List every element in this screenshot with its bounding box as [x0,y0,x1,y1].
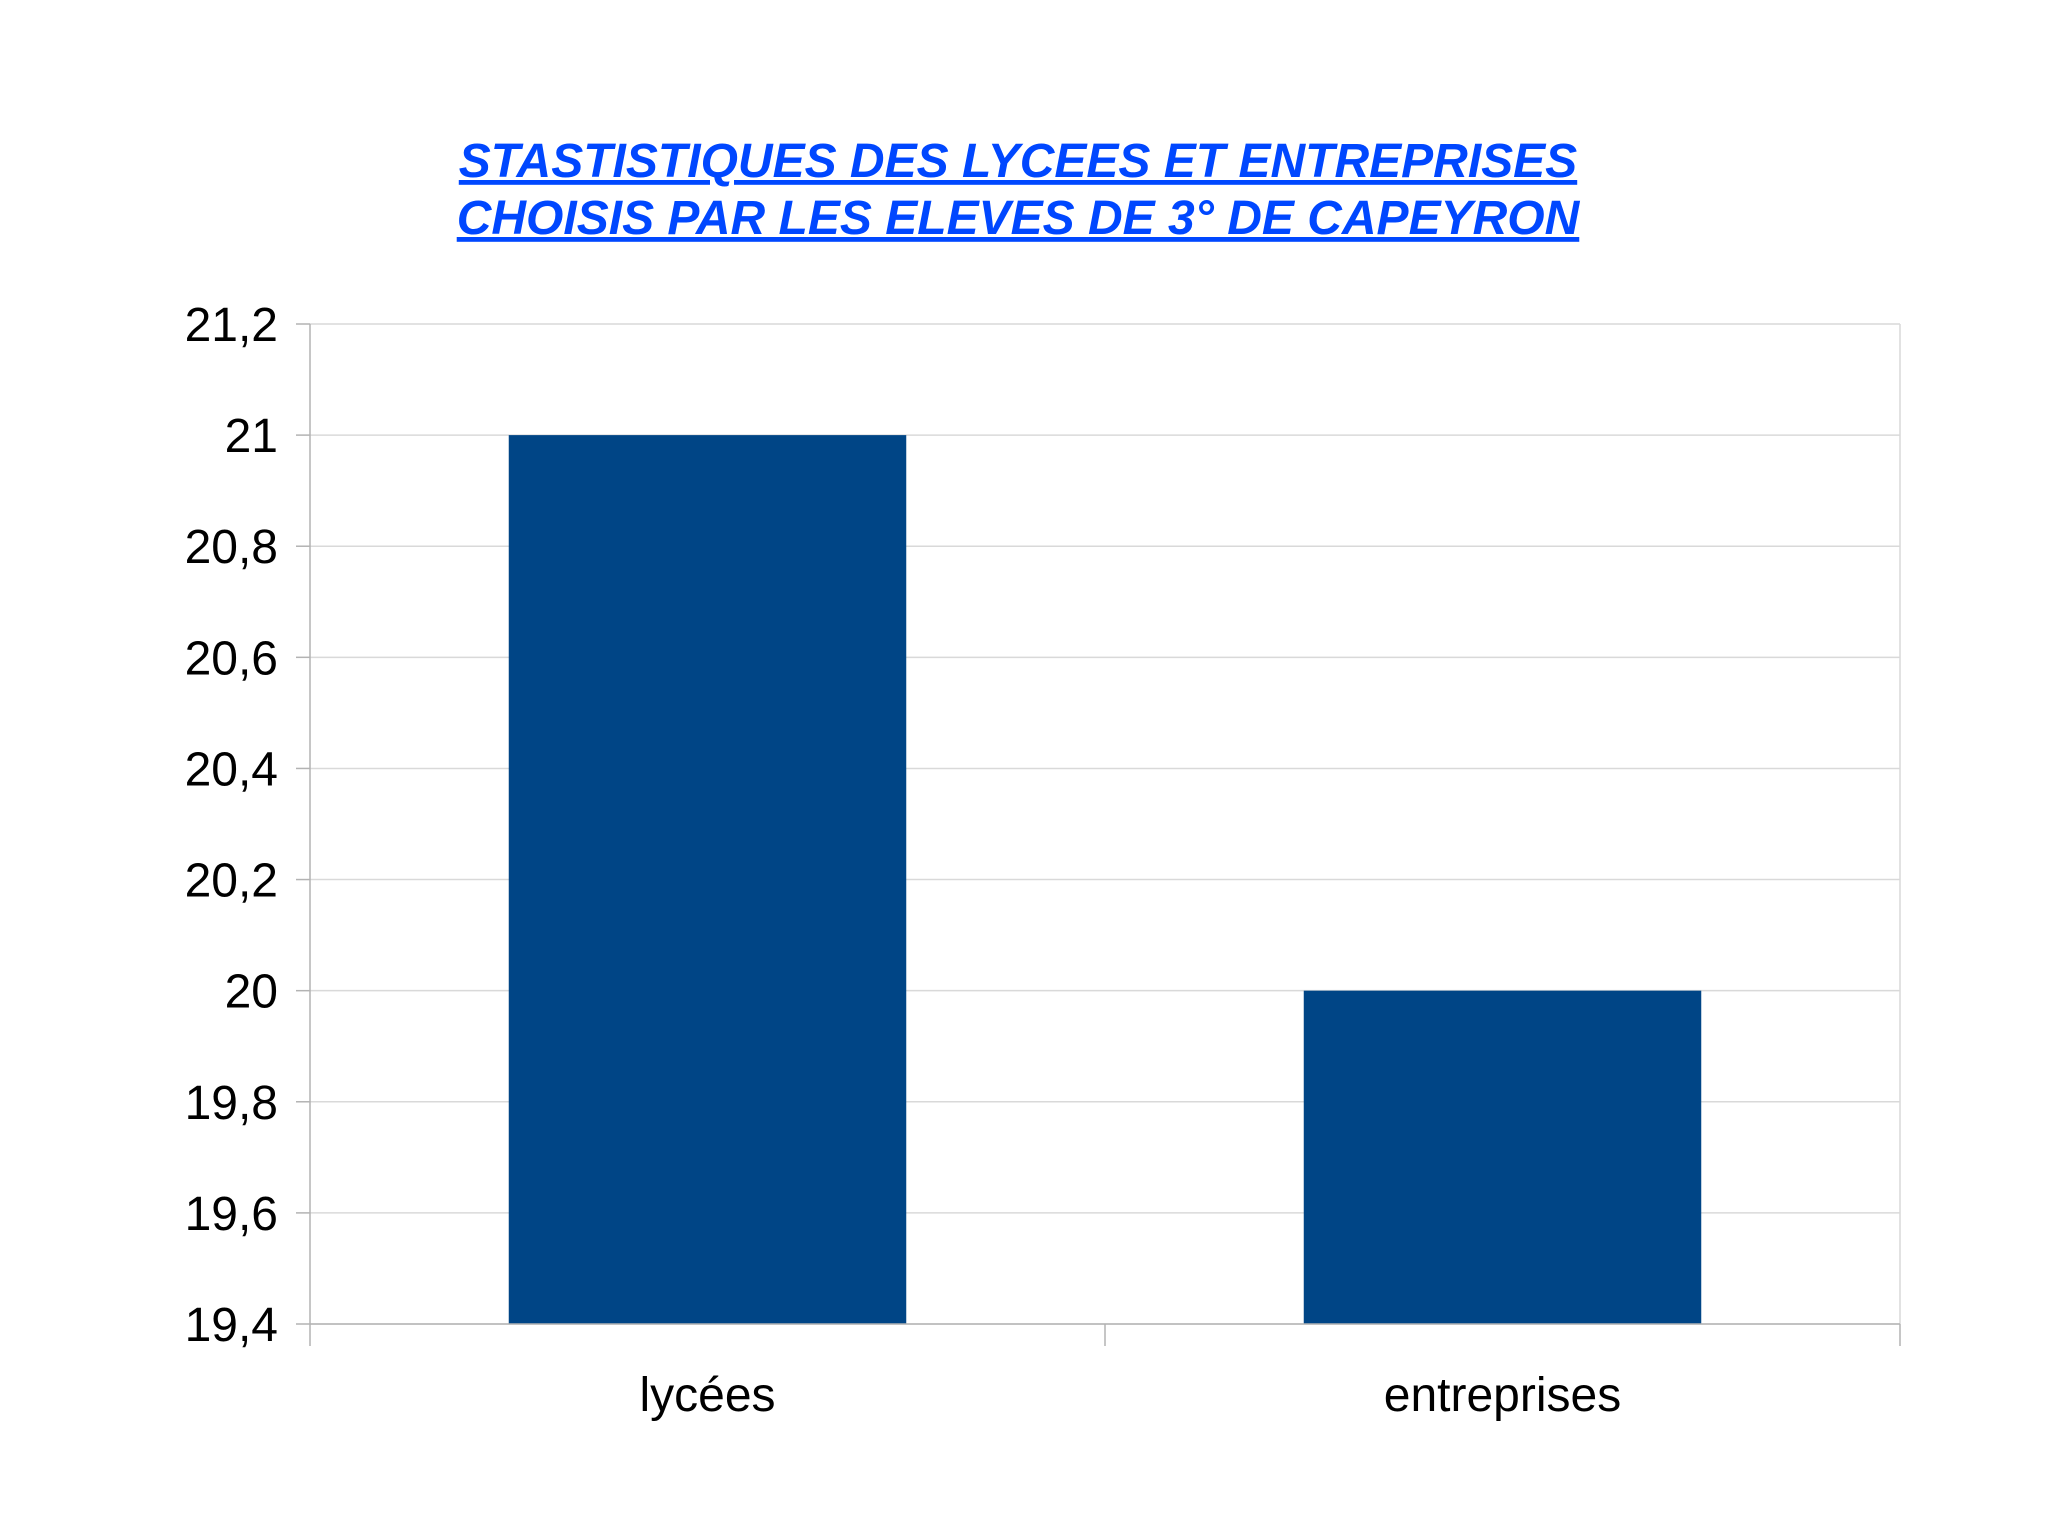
x-tick-label: entreprises [1384,1369,1621,1422]
y-tick-label: 19,8 [185,1077,278,1130]
y-tick-label: 20,4 [185,743,278,796]
bar-1 [1303,990,1702,1324]
y-tick-label: 20,2 [185,855,278,908]
y-tick-label: 19,6 [185,1188,278,1241]
chart-title-line-1: STASTISTIQUES DES LYCEES ET ENTREPRISES [459,135,1577,188]
chart-title-line-2: CHOISIS PAR LES ELEVES DE 3° DE CAPEYRON [457,192,1581,245]
y-axis-tick-labels: 19,4 19,6 19,8 20 20,2 20,4 20,6 20,8 21 21,2 [185,299,278,1352]
x-tick-label: lycées [639,1369,775,1422]
x-axis-tick-labels: lycées entreprises [639,1369,1621,1422]
y-tick-label: 20,8 [185,521,278,574]
y-tick-label: 19,4 [185,1299,278,1352]
y-tick-label: 20,6 [185,632,278,685]
y-tick-label: 20 [225,966,278,1019]
axes [296,323,1901,1346]
bar-0 [508,435,907,1325]
y-tick-label: 21,2 [185,299,278,352]
y-tick-label: 21 [225,410,278,463]
bars [508,435,1702,1325]
